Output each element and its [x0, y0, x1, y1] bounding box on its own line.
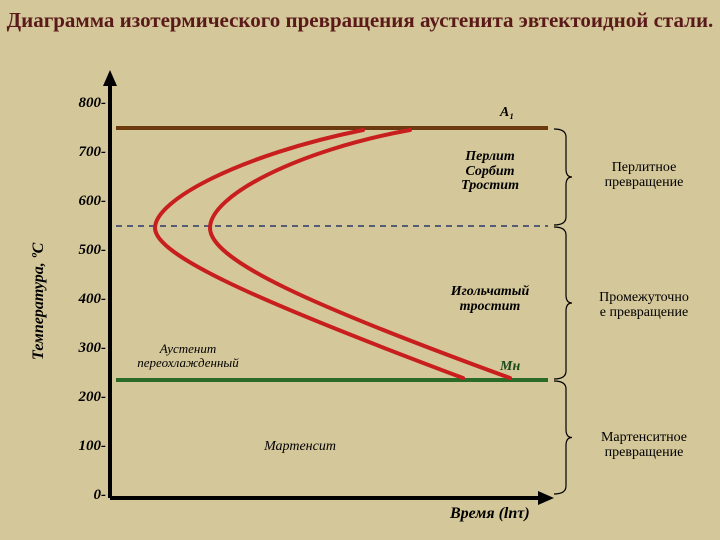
region-label-1: Промежуточное превращение: [574, 290, 714, 321]
label-austenit: Аустенитпереохлажденный: [118, 342, 258, 369]
label-a1: А₁: [500, 106, 514, 121]
y-tick: 200-: [56, 389, 106, 406]
label-perlit: ПерлитСорбитТростит: [435, 150, 545, 194]
region-label-2: Мартенситноепревращение: [574, 430, 714, 461]
region-label-0: Перлитноепревращение: [574, 160, 714, 191]
label-martensit: Мартенсит: [240, 440, 360, 455]
y-tick: 600-: [56, 193, 106, 210]
y-tick: 300-: [56, 340, 106, 357]
label-igolchatyi: Игольчатыйтростит: [430, 285, 550, 314]
y-tick: 800-: [56, 95, 106, 112]
y-tick: 500-: [56, 242, 106, 259]
y-tick: 100-: [56, 438, 106, 455]
y-tick: 400-: [56, 291, 106, 308]
y-tick: 0-: [56, 487, 106, 504]
label-mn: Мн: [500, 360, 520, 375]
y-tick: 700-: [56, 144, 106, 161]
